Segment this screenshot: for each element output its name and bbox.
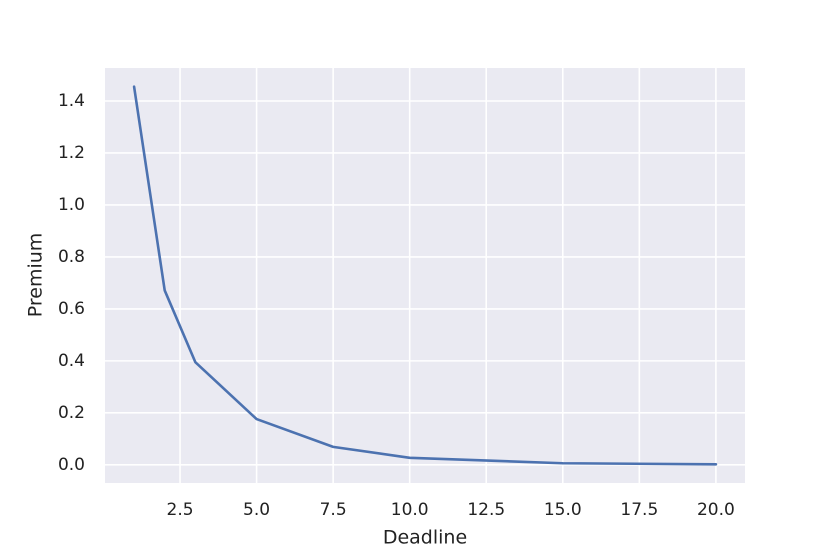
y-tick-label: 0.8	[58, 247, 85, 267]
y-tick-label: 1.0	[58, 195, 85, 215]
x-tick-label: 5.0	[243, 500, 270, 520]
y-tick-label: 0.2	[58, 403, 85, 423]
y-tick-label: 1.2	[58, 143, 85, 163]
x-tick-label: 15.0	[544, 500, 582, 520]
x-tick-label: 7.5	[320, 500, 347, 520]
x-tick-label: 10.0	[391, 500, 429, 520]
x-tick-label: 12.5	[467, 500, 505, 520]
y-tick-label: 0.6	[58, 299, 85, 319]
plot-area	[105, 68, 745, 483]
x-tick-label: 17.5	[620, 500, 658, 520]
data-line	[132, 85, 718, 466]
x-axis-label: Deadline	[383, 527, 467, 549]
x-tick-label: 20.0	[697, 500, 735, 520]
x-tick-label: 2.5	[167, 500, 194, 520]
y-tick-label: 1.4	[58, 91, 85, 111]
y-axis-label: Premium	[25, 233, 47, 318]
y-tick-label: 0.4	[58, 351, 85, 371]
y-tick-label: 0.0	[58, 455, 85, 475]
